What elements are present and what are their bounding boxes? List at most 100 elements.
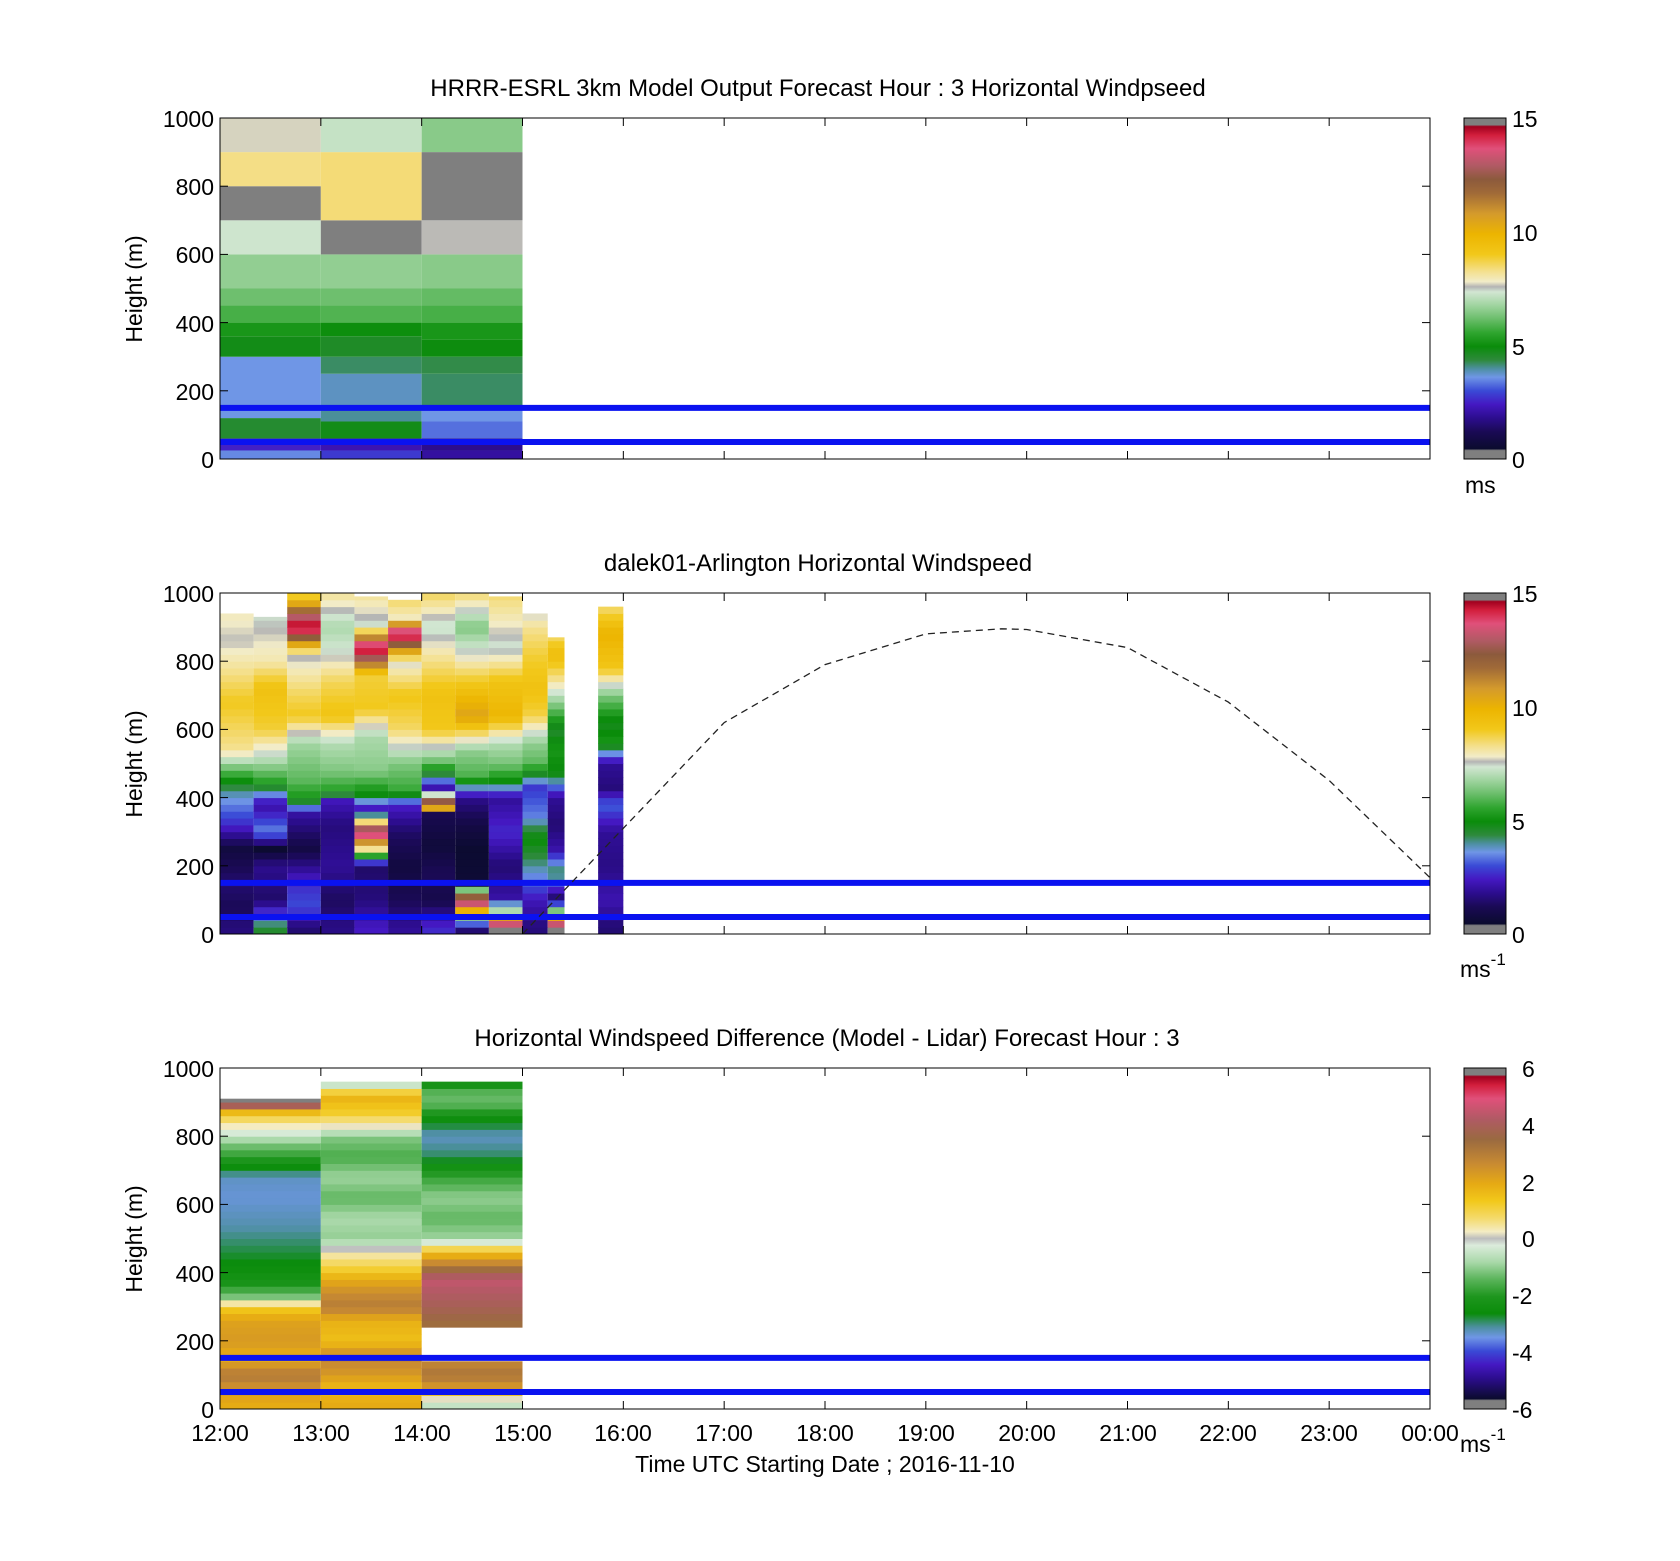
heatmap-cell bbox=[421, 620, 456, 628]
heatmap-cell bbox=[598, 920, 624, 928]
heatmap-cell bbox=[220, 1265, 321, 1274]
heatmap-cell bbox=[421, 288, 523, 306]
heatmap-cell bbox=[598, 770, 624, 778]
heatmap-cell bbox=[598, 640, 624, 649]
heatmap-cell bbox=[220, 845, 254, 853]
heatmap-cell bbox=[488, 756, 523, 764]
heatmap-cell bbox=[220, 633, 254, 642]
heatmap-cell bbox=[598, 872, 624, 880]
heatmap-cell bbox=[320, 1340, 422, 1349]
heatmap-cell bbox=[354, 688, 389, 696]
heatmap-cell bbox=[455, 858, 489, 867]
heatmap-cell bbox=[421, 797, 456, 805]
heatmap-cell bbox=[354, 606, 389, 614]
heatmap-cell bbox=[220, 852, 254, 860]
heatmap-cell bbox=[354, 858, 389, 867]
heatmap-cell bbox=[547, 729, 565, 737]
heatmap-cell bbox=[522, 899, 548, 908]
heatmap-cell bbox=[547, 654, 565, 662]
heatmap-cell bbox=[354, 770, 389, 778]
heatmap-cell bbox=[522, 886, 548, 894]
heatmap-cell bbox=[598, 715, 624, 724]
heatmap-cell bbox=[354, 797, 389, 805]
heatmap-cell bbox=[320, 1333, 422, 1342]
heatmap-cell bbox=[320, 824, 355, 833]
heatmap-cell bbox=[354, 599, 389, 608]
panel-model-cbar-tick: 5 bbox=[1512, 334, 1525, 360]
heatmap-cell bbox=[220, 688, 254, 696]
heatmap-cell bbox=[253, 777, 288, 785]
heatmap-cell bbox=[320, 661, 355, 669]
heatmap-cell bbox=[488, 818, 523, 826]
heatmap-cell bbox=[421, 743, 456, 751]
heatmap-cell bbox=[388, 906, 422, 915]
heatmap-cell bbox=[598, 777, 624, 785]
heatmap-cell bbox=[320, 640, 355, 649]
heatmap-cell bbox=[220, 1231, 321, 1239]
panel-difference-xtick-label: 00:00 bbox=[1401, 1420, 1459, 1446]
heatmap-cell bbox=[253, 804, 288, 812]
heatmap-cell bbox=[253, 783, 288, 792]
heatmap-cell bbox=[287, 763, 321, 771]
heatmap-cell bbox=[547, 637, 565, 642]
heatmap-cell bbox=[421, 777, 456, 785]
heatmap-cell bbox=[522, 743, 548, 751]
heatmap-cell bbox=[547, 749, 565, 758]
heatmap-cell bbox=[598, 906, 624, 915]
heatmap-cell bbox=[320, 1265, 422, 1274]
heatmap-cell bbox=[421, 893, 456, 901]
panel-difference-colorbar: -6 -4 -2 0 2 4 6 ms-1 bbox=[1460, 1056, 1535, 1457]
heatmap-cell bbox=[388, 606, 422, 614]
panel-model-ytick: 200 bbox=[176, 379, 214, 405]
heatmap-cell bbox=[421, 715, 456, 724]
heatmap-cell bbox=[253, 620, 288, 628]
heatmap-cell bbox=[421, 749, 456, 758]
heatmap-cell bbox=[598, 708, 624, 717]
heatmap-cell bbox=[220, 654, 254, 662]
heatmap-cell bbox=[547, 899, 565, 908]
heatmap-cell bbox=[421, 1102, 523, 1110]
heatmap-cell bbox=[220, 668, 254, 676]
panel-model-ytick: 0 bbox=[201, 447, 214, 473]
heatmap-cell bbox=[488, 763, 523, 771]
heatmap-cell bbox=[421, 1095, 523, 1103]
heatmap-cell bbox=[220, 790, 254, 799]
heatmap-cell bbox=[220, 818, 254, 826]
panel-lidar-ref-lines bbox=[220, 879, 1430, 920]
heatmap-cell bbox=[220, 756, 254, 764]
heatmap-cell bbox=[421, 790, 456, 799]
heatmap-cell bbox=[220, 715, 254, 724]
heatmap-cell bbox=[220, 906, 254, 915]
heatmap-cell bbox=[598, 722, 624, 730]
heatmap-cell bbox=[354, 627, 389, 635]
heatmap-cell bbox=[287, 613, 321, 621]
heatmap-cell bbox=[421, 1156, 523, 1164]
heatmap-cell bbox=[388, 893, 422, 901]
heatmap-cell bbox=[354, 702, 389, 710]
heatmap-cell bbox=[598, 838, 624, 846]
heatmap-cell bbox=[455, 777, 489, 785]
heatmap-cell bbox=[455, 606, 489, 614]
heatmap-cell bbox=[455, 674, 489, 683]
heatmap-cell bbox=[488, 688, 523, 696]
heatmap-cell bbox=[320, 356, 422, 374]
heatmap-cell bbox=[220, 1347, 321, 1355]
heatmap-cell bbox=[421, 783, 456, 792]
heatmap-cell bbox=[388, 729, 422, 737]
heatmap-cell bbox=[253, 674, 288, 683]
panel-difference-xtick-label: 22:00 bbox=[1199, 1420, 1257, 1446]
heatmap-cell bbox=[287, 736, 321, 744]
heatmap-cell bbox=[320, 421, 422, 439]
heatmap-cell bbox=[287, 811, 321, 819]
heatmap-cell bbox=[421, 152, 523, 221]
heatmap-cell bbox=[253, 818, 288, 826]
heatmap-cell bbox=[388, 756, 422, 764]
heatmap-cell bbox=[320, 715, 355, 724]
heatmap-cell bbox=[320, 1190, 422, 1199]
heatmap-cell bbox=[488, 858, 523, 867]
panel-difference-xtick-labels: 12:00 13:00 14:00 15:00 16:00 17:00 18:0… bbox=[191, 1420, 1459, 1446]
heatmap-cell bbox=[220, 674, 254, 683]
heatmap-cell bbox=[488, 596, 523, 601]
heatmap-cell bbox=[388, 633, 422, 642]
heatmap-cell bbox=[488, 749, 523, 758]
